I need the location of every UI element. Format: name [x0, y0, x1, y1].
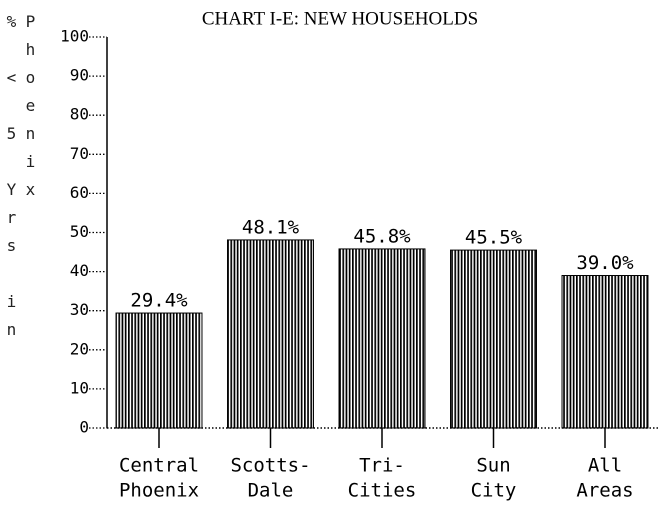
x-tick-label: Areas [576, 480, 633, 502]
y-tick-label: 80 [70, 105, 89, 124]
x-tick-label: Scotts- [230, 455, 310, 477]
bar [561, 275, 649, 429]
y-tick-label: 30 [70, 300, 89, 319]
x-tick-label: All [588, 455, 622, 477]
x-tick-label: Phoenix [119, 480, 199, 502]
value-label: 39.0% [576, 252, 634, 274]
value-label: 45.8% [353, 225, 411, 247]
y-tick-label: 20 [70, 339, 89, 358]
bar [227, 239, 314, 429]
y-tick-label: 70 [70, 144, 89, 163]
y-tick-label: 90 [70, 66, 89, 85]
value-label: 29.4% [130, 290, 188, 312]
y-axis-label: % < 5 Yrs in Phoenix [2, 12, 40, 348]
bar [115, 312, 203, 429]
y-tick-label: 50 [70, 222, 89, 241]
y-tick-label: 40 [70, 261, 89, 280]
bar [338, 248, 426, 429]
x-tick-label: Cities [348, 480, 417, 502]
x-tick-label: Tri- [359, 455, 405, 477]
value-label: 45.5% [465, 227, 523, 249]
chart-title: CHART I-E: NEW HOUSEHOLDS [202, 8, 478, 29]
x-tick-label: Sun [476, 455, 510, 477]
y-tick-label: 60 [70, 183, 89, 202]
y-tick-label: 10 [70, 378, 89, 397]
y-tick-label: 0 [79, 418, 89, 437]
x-tick-label: City [471, 480, 517, 502]
x-tick-label: Central [119, 455, 199, 477]
bar [450, 249, 537, 429]
value-label: 48.1% [242, 216, 300, 238]
y-tick-label: 100 [60, 27, 89, 46]
x-tick-label: Dale [248, 480, 294, 502]
